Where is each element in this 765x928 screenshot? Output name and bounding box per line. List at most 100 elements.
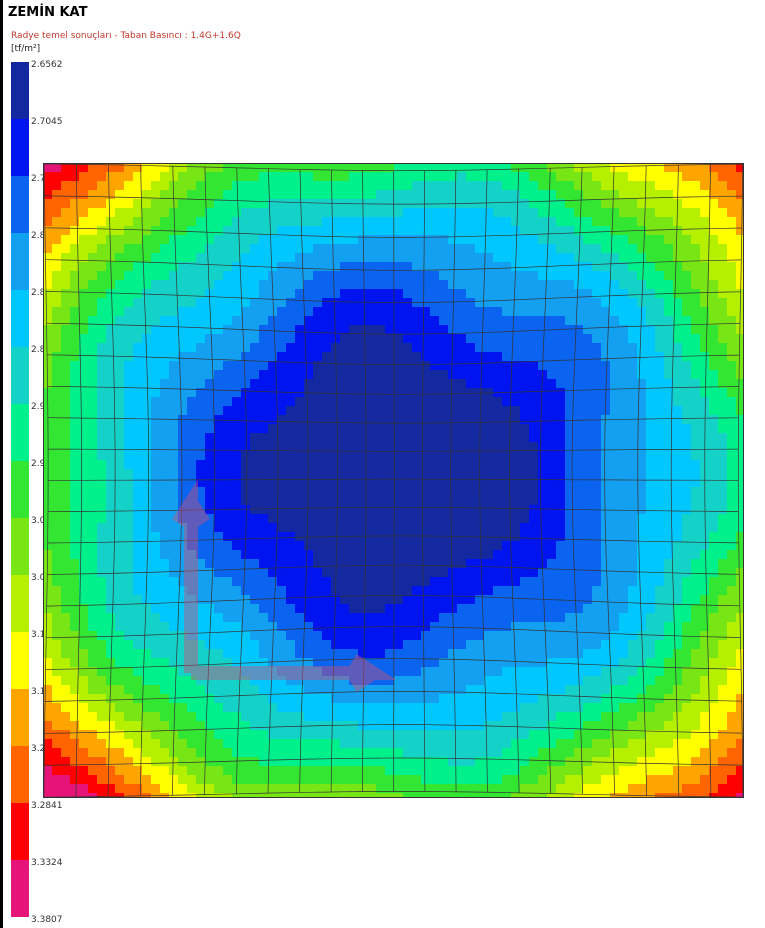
- contour-cell: [160, 298, 170, 308]
- contour-cell: [286, 262, 296, 272]
- contour-cell: [169, 694, 179, 704]
- contour-cell: [385, 190, 395, 200]
- contour-cell: [511, 244, 521, 254]
- contour-cell: [646, 307, 656, 317]
- contour-cell: [547, 181, 557, 191]
- contour-cell: [421, 523, 431, 533]
- contour-cell: [61, 694, 71, 704]
- contour-cell: [511, 541, 521, 551]
- contour-cell: [547, 460, 557, 470]
- contour-cell: [133, 397, 143, 407]
- contour-cell: [610, 496, 620, 506]
- contour-cell: [421, 568, 431, 578]
- contour-cell: [133, 370, 143, 380]
- contour-cell: [583, 550, 593, 560]
- contour-cell: [412, 658, 422, 668]
- contour-cell: [115, 181, 125, 191]
- contour-cell: [187, 712, 197, 722]
- contour-cell: [178, 226, 188, 236]
- contour-cell: [619, 550, 629, 560]
- contour-cell: [538, 235, 548, 245]
- contour-cell: [79, 676, 89, 686]
- contour-cell: [493, 559, 503, 569]
- contour-cell: [691, 424, 701, 434]
- contour-cell: [673, 667, 683, 677]
- contour-cell: [520, 172, 530, 182]
- contour-cell: [52, 442, 62, 452]
- contour-cell: [520, 442, 530, 452]
- contour-cell: [79, 721, 89, 731]
- contour-cell: [196, 316, 206, 326]
- contour-cell: [619, 568, 629, 578]
- contour-cell: [187, 388, 197, 398]
- contour-cell: [358, 271, 368, 281]
- contour-cell: [160, 289, 170, 299]
- contour-cell: [709, 595, 719, 605]
- contour-cell: [313, 577, 323, 587]
- contour-cell: [241, 640, 251, 650]
- contour-cell: [97, 541, 107, 551]
- contour-cell: [349, 460, 359, 470]
- contour-cell: [673, 676, 683, 686]
- contour-cell: [556, 334, 566, 344]
- contour-cell: [601, 649, 611, 659]
- contour-cell: [52, 172, 62, 182]
- contour-cell: [610, 478, 620, 488]
- contour-cell: [619, 253, 629, 263]
- contour-cell: [691, 262, 701, 272]
- contour-cell: [403, 262, 413, 272]
- contour-cell: [331, 478, 341, 488]
- contour-cell: [466, 280, 476, 290]
- contour-cell: [241, 415, 251, 425]
- contour-cell: [349, 424, 359, 434]
- contour-cell: [538, 253, 548, 263]
- contour-cell: [178, 208, 188, 218]
- contour-cell: [160, 208, 170, 218]
- contour-cell: [187, 217, 197, 227]
- contour-cell: [106, 469, 116, 479]
- contour-cell: [259, 298, 269, 308]
- contour-cell: [691, 226, 701, 236]
- contour-cell: [295, 253, 305, 263]
- contour-cell: [259, 667, 269, 677]
- contour-cell: [295, 541, 305, 551]
- contour-cell: [322, 316, 332, 326]
- contour-cell: [340, 685, 350, 695]
- contour-cell: [115, 397, 125, 407]
- contour-cell: [574, 415, 584, 425]
- contour-cell: [43, 163, 53, 173]
- contour-cell: [673, 487, 683, 497]
- contour-cell: [529, 406, 539, 416]
- contour-cell: [556, 568, 566, 578]
- contour-cell: [637, 370, 647, 380]
- contour-cell: [529, 379, 539, 389]
- contour-cell: [367, 334, 377, 344]
- contour-cell: [295, 487, 305, 497]
- contour-cell: [646, 370, 656, 380]
- contour-cell: [484, 595, 494, 605]
- contour-cell: [583, 460, 593, 470]
- contour-cell: [385, 478, 395, 488]
- contour-cell: [142, 667, 152, 677]
- contour-cell: [106, 199, 116, 209]
- contour-cell: [196, 577, 206, 587]
- contour-cell: [646, 487, 656, 497]
- contour-cell: [367, 172, 377, 182]
- contour-cell: [223, 280, 233, 290]
- contour-cell: [142, 559, 152, 569]
- contour-cell: [457, 262, 467, 272]
- contour-cell: [88, 280, 98, 290]
- contour-cell: [610, 307, 620, 317]
- contour-cell: [367, 487, 377, 497]
- contour-cell: [448, 208, 458, 218]
- contour-cell: [610, 487, 620, 497]
- contour-cell: [358, 433, 368, 443]
- contour-cell: [547, 532, 557, 542]
- contour-cell: [556, 433, 566, 443]
- contour-cell: [601, 370, 611, 380]
- contour-cell: [205, 208, 215, 218]
- contour-cell: [187, 514, 197, 524]
- contour-cell: [322, 388, 332, 398]
- contour-cell: [250, 181, 260, 191]
- contour-cell: [727, 271, 737, 281]
